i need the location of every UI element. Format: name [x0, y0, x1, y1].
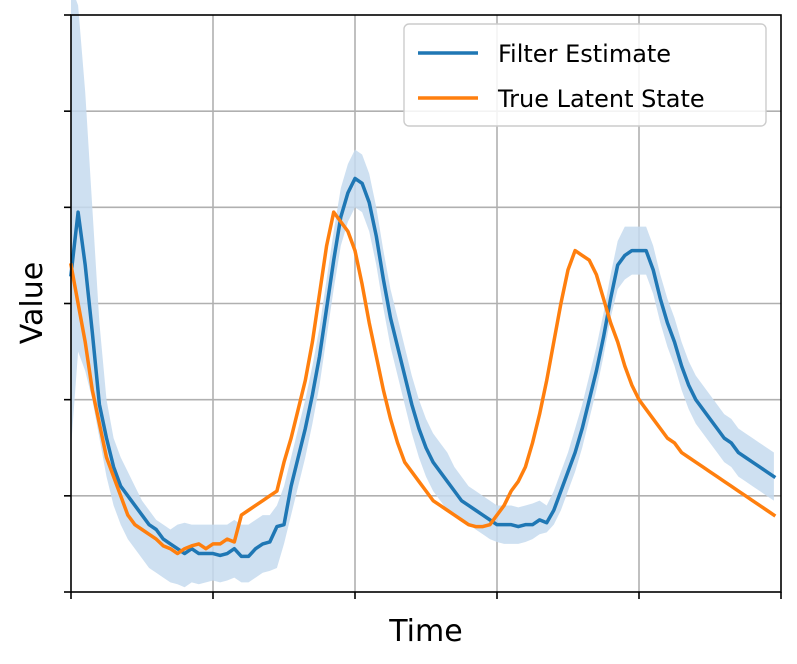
- plot-frame: [70, 14, 782, 593]
- y-axis-label: Value: [15, 262, 50, 344]
- series-layer: [68, 176, 777, 559]
- series-line-filter-estimate: [69, 176, 777, 559]
- series-line-true-latent-state: [68, 210, 777, 556]
- axis-ticks: [64, 14, 782, 599]
- legend-label-filter-estimate: Filter Estimate: [498, 40, 671, 68]
- legend-label-true-latent-state: True Latent State: [497, 85, 705, 113]
- legend: Filter Estimate True Latent State: [403, 23, 767, 127]
- legend-box: [403, 23, 767, 127]
- x-axis-label: Time: [388, 614, 462, 649]
